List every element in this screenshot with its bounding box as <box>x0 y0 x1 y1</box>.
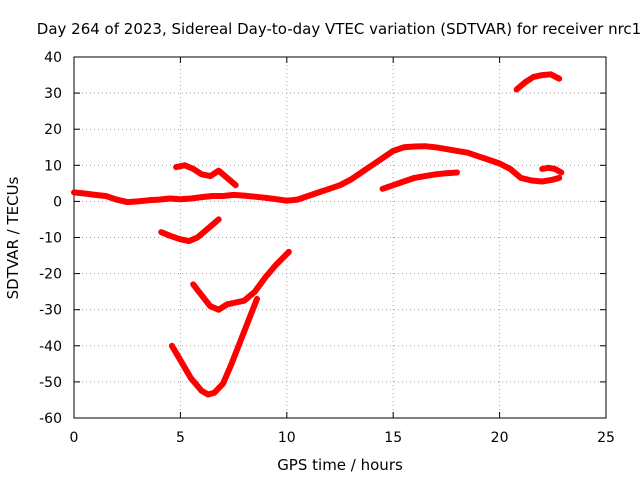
series-layer <box>71 71 565 398</box>
series-line-arc-minus-fifty <box>168 295 260 398</box>
gridlines <box>74 57 606 418</box>
y-tick-label: 0 <box>53 194 62 210</box>
x-tick-label: 10 <box>278 430 296 446</box>
series-line-arc-minus-thirty <box>190 248 292 313</box>
series-line-arc-top-right <box>513 71 563 93</box>
x-tick-label: 0 <box>70 430 79 446</box>
x-tick-label: 5 <box>176 430 185 446</box>
x-ticks: 0 5 10 15 20 25 <box>70 57 615 446</box>
y-tick-label: -30 <box>39 303 62 319</box>
y-tick-label: -50 <box>39 375 62 391</box>
y-tick-label: -20 <box>39 267 62 283</box>
y-tick-label: 40 <box>44 50 62 66</box>
chart-title: Day 264 of 2023, Sidereal Day-to-day VTE… <box>37 20 640 38</box>
series-line-arc-upper-small <box>173 162 239 189</box>
series-line-arc-minus-ten <box>158 216 222 245</box>
x-axis-label: GPS time / hours <box>277 456 403 474</box>
series-line-arc-main <box>71 143 563 206</box>
series-line-arc-right-low <box>379 169 460 192</box>
y-tick-label: 10 <box>44 158 62 174</box>
y-ticks: -60 -50 -40 -30 -20 -10 0 10 20 30 40 <box>39 50 606 427</box>
x-tick-label: 15 <box>384 430 402 446</box>
y-tick-label: -60 <box>39 411 62 427</box>
y-tick-label: -40 <box>39 339 62 355</box>
y-tick-label: -10 <box>39 231 62 247</box>
series-line-arc-right-short <box>539 164 565 176</box>
x-tick-label: 25 <box>597 430 615 446</box>
y-axis-label: SDTVAR / TECUs <box>4 176 22 299</box>
y-tick-label: 30 <box>44 86 62 102</box>
y-tick-label: 20 <box>44 122 62 138</box>
x-tick-label: 20 <box>491 430 509 446</box>
